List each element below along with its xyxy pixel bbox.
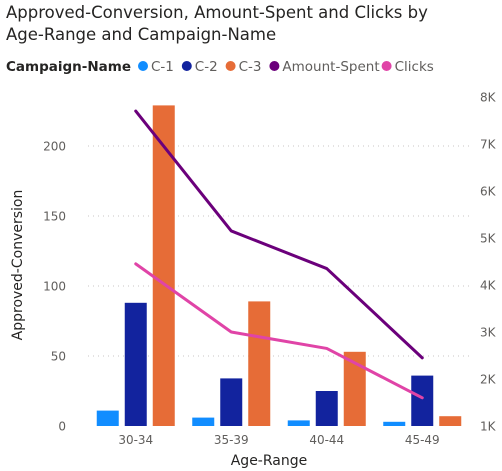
bar-c-3-40-44[interactable] bbox=[343, 351, 366, 426]
legend-item-c-1[interactable]: C-1 bbox=[138, 59, 174, 75]
y-axis-right: 1K 2K 3K 4K 5K 6K 7K 8K bbox=[480, 91, 497, 434]
legend-item-clicks[interactable]: Clicks bbox=[381, 59, 434, 75]
legend-item-c-2[interactable]: C-2 bbox=[181, 59, 218, 75]
y-tick-label: 100 bbox=[43, 280, 66, 294]
bar-c-3-45-49[interactable] bbox=[439, 416, 462, 426]
gridlines bbox=[88, 145, 470, 357]
y-axis-title: Approved-Conversion bbox=[10, 190, 26, 341]
bar-c-2-40-44[interactable] bbox=[315, 391, 338, 426]
y2-tick-label: 2K bbox=[480, 373, 497, 387]
legend-label: Amount-Spent bbox=[282, 59, 379, 75]
legend-marker bbox=[225, 61, 236, 71]
y2-tick-label: 4K bbox=[480, 279, 497, 293]
legend-label: C-2 bbox=[195, 59, 218, 75]
y2-tick-label: 1K bbox=[480, 420, 497, 434]
legend[interactable]: Campaign-Name C-1 C-2 C-3 Amount-Spent Clicks bbox=[6, 59, 434, 75]
bar-c-1-45-49[interactable] bbox=[383, 421, 406, 426]
y-tick-label: 0 bbox=[58, 420, 66, 434]
x-tick-label: 45-49 bbox=[405, 433, 440, 447]
bar-c-3-35-39[interactable] bbox=[248, 301, 271, 426]
x-axis-title: Age-Range bbox=[231, 453, 308, 469]
x-axis: 30-34 35-39 40-44 45-49 Age-Range bbox=[118, 433, 439, 469]
y-axis-left: 0 50 100 150 200 Approved-Conversion bbox=[10, 140, 66, 434]
y2-tick-label: 8K bbox=[480, 91, 497, 105]
x-tick-label: 35-39 bbox=[214, 433, 249, 447]
y2-tick-label: 7K bbox=[480, 138, 497, 152]
y-tick-label: 50 bbox=[51, 350, 66, 364]
legend-marker bbox=[381, 61, 392, 71]
y2-tick-label: 5K bbox=[480, 232, 497, 246]
line-series[interactable] bbox=[134, 109, 424, 400]
legend-label: C-3 bbox=[239, 59, 262, 75]
bar-c-2-35-39[interactable] bbox=[220, 378, 243, 426]
legend-label: C-1 bbox=[151, 59, 174, 75]
legend-marker bbox=[181, 61, 192, 71]
bar-c-3-30-34[interactable] bbox=[152, 105, 175, 427]
bar-c-1-30-34[interactable] bbox=[96, 410, 119, 426]
legend-marker bbox=[269, 61, 280, 71]
bar-c-2-45-49[interactable] bbox=[411, 375, 434, 426]
line-amount-spent[interactable] bbox=[134, 109, 424, 360]
bar-series[interactable] bbox=[96, 105, 462, 427]
y-tick-label: 150 bbox=[43, 210, 66, 224]
x-tick-label: 30-34 bbox=[118, 433, 153, 447]
chart-title-line: Age-Range and Campaign-Name bbox=[6, 25, 276, 44]
line-clicks[interactable] bbox=[134, 262, 424, 400]
bar-c-1-35-39[interactable] bbox=[192, 417, 215, 426]
y2-tick-label: 6K bbox=[480, 185, 497, 199]
bar-c-1-40-44[interactable] bbox=[287, 420, 310, 426]
y2-tick-label: 3K bbox=[480, 326, 497, 340]
legend-label: Clicks bbox=[395, 59, 434, 75]
legend-item-amount-spent[interactable]: Amount-Spent bbox=[269, 59, 380, 75]
bar-c-2-30-34[interactable] bbox=[124, 302, 147, 426]
legend-item-c-3[interactable]: C-3 bbox=[225, 59, 262, 75]
chart-title: Approved-Conversion, Amount-Spent and Cl… bbox=[6, 3, 428, 44]
y-tick-label: 200 bbox=[43, 140, 66, 154]
legend-title: Campaign-Name bbox=[6, 59, 131, 75]
x-tick-label: 40-44 bbox=[309, 433, 344, 447]
legend-marker bbox=[138, 61, 148, 71]
chart-title-line: Approved-Conversion, Amount-Spent and Cl… bbox=[6, 3, 428, 22]
